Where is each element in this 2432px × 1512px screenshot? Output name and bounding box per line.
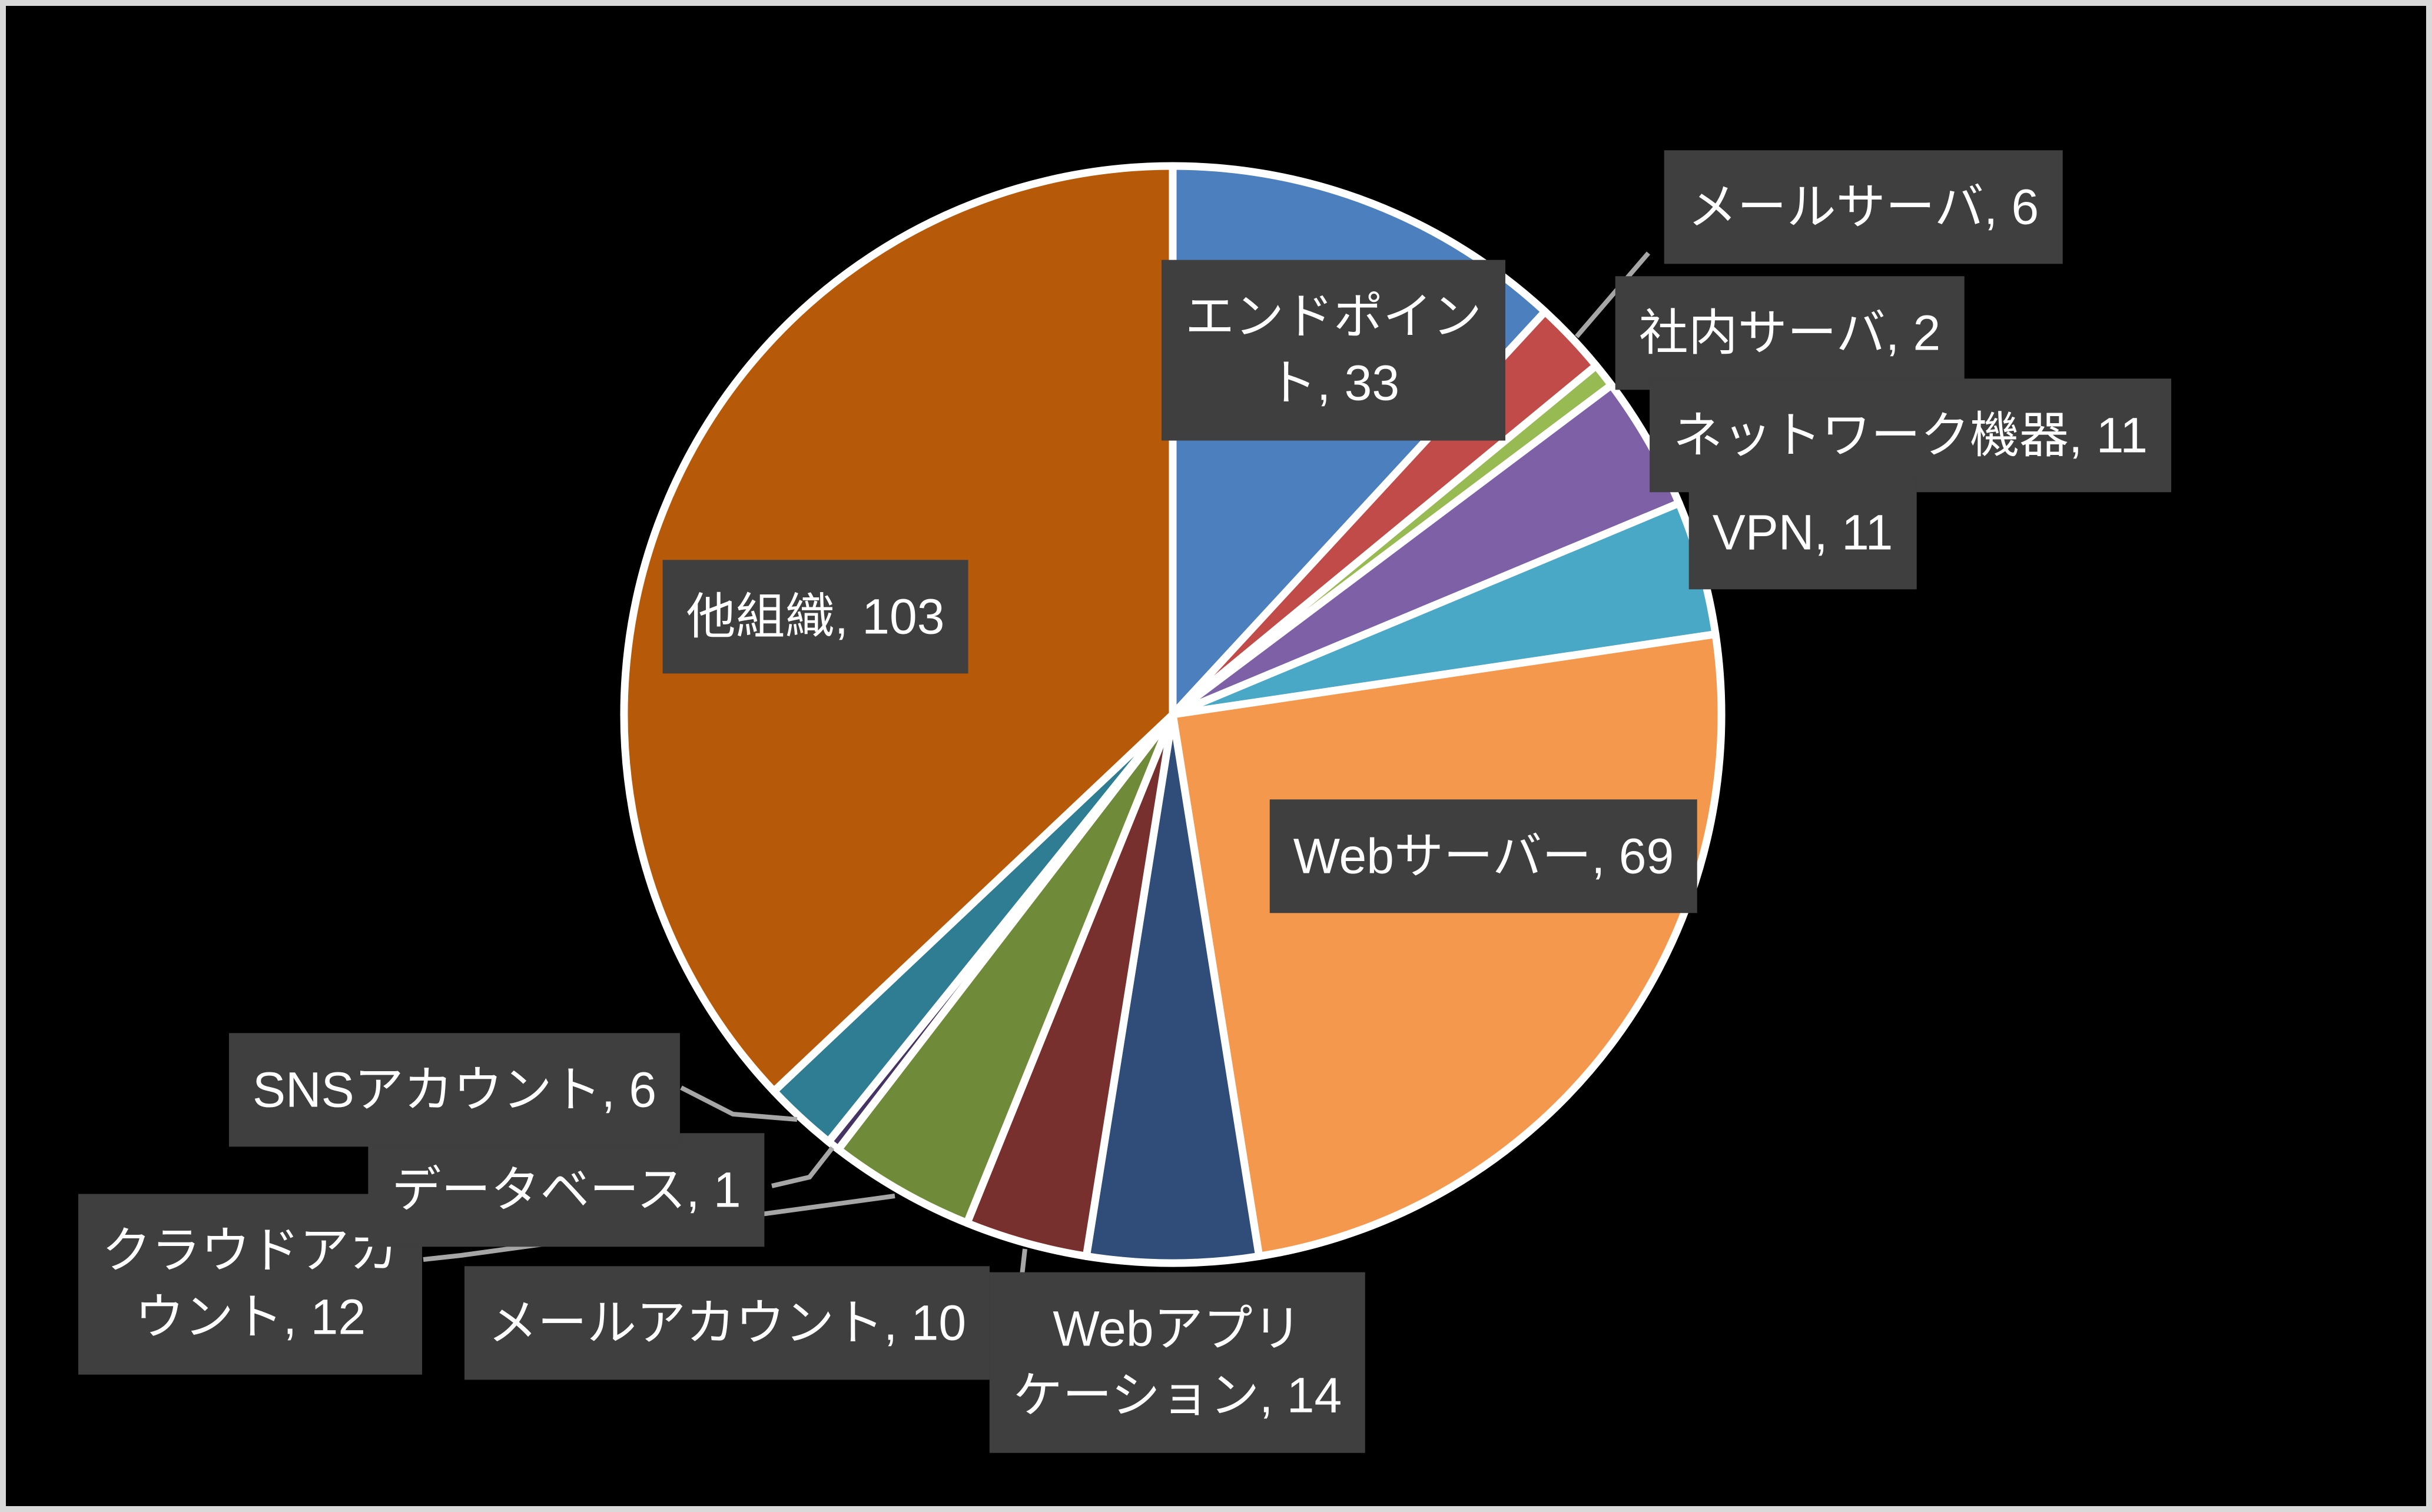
pie-label-web-application: Webアプリ ケーション, 14 [989, 1272, 1366, 1453]
pie-label-other-organization: 他組織, 103 [662, 560, 968, 674]
pie-slice-cloud-account[interactable] [834, 710, 1177, 1227]
leader-line-database [771, 1146, 835, 1188]
pie-label-cloud-account: クラウドアカ ウント, 12 [78, 1194, 423, 1375]
pie-label-database: データベース, 1 [368, 1133, 765, 1247]
pie-slice-web-application[interactable] [1082, 710, 1263, 1267]
pie-label-web-server: Webサーバー, 69 [1269, 799, 1698, 913]
pie-label-mail-server: メールサーバ, 6 [1664, 150, 2063, 264]
pie-label-vpn: VPN, 11 [1688, 476, 1917, 590]
pie-label-internal-server: 社内サーバ, 2 [1615, 276, 1965, 390]
pie-label-network-device: ネットワーク機器, 11 [1650, 378, 2171, 493]
pie-slice-network-device[interactable] [1169, 381, 1683, 719]
leader-line-mail-server [1574, 251, 1651, 338]
pie-label-mail-account: メールアカウント, 10 [464, 1266, 990, 1380]
pie-label-sns-account: SNSアカウント, 6 [228, 1033, 681, 1147]
pie-slice-web-server[interactable] [1169, 630, 1726, 1260]
pie-label-endpoint: エンドポイン ト, 33 [1161, 260, 1506, 441]
leader-line-sns-account [680, 1085, 798, 1122]
